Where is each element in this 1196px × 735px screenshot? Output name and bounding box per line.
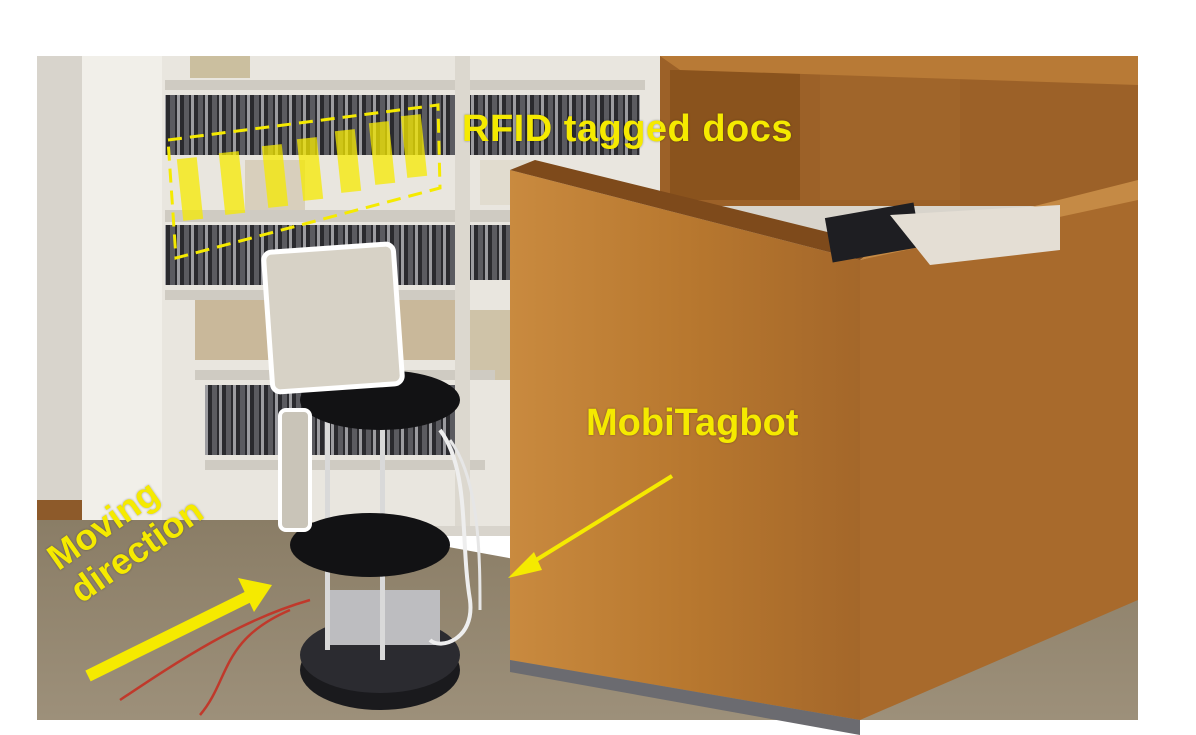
wood-partition: [510, 160, 1138, 735]
mobitagbot-robot: [119, 241, 482, 716]
rfid-tagged-docs-label: RFID tagged docs: [462, 108, 794, 150]
mobitagbot-label: MobiTagbot: [586, 402, 799, 444]
back-desk: [660, 56, 1138, 206]
rfid-tags-highlight: [166, 103, 442, 260]
moving-direction-arrow: [85, 578, 272, 682]
mobitagbot-arrow: [508, 474, 674, 578]
